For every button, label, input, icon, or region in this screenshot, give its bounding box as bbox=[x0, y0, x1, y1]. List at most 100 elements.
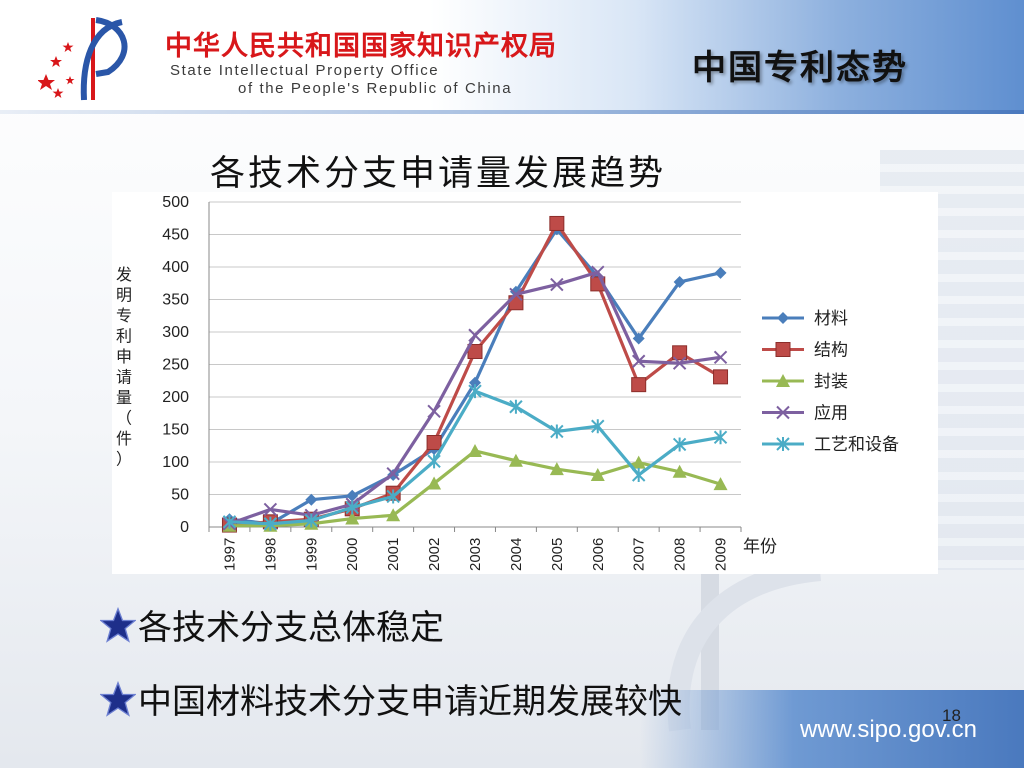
point-marker bbox=[713, 369, 729, 385]
point-marker bbox=[672, 437, 687, 452]
header-banner bbox=[0, 0, 1024, 110]
bullet-text-1: 各技术分支总体稳定 bbox=[138, 608, 444, 648]
point-marker bbox=[550, 424, 564, 439]
y-axis-title-char: 申 bbox=[116, 347, 132, 366]
y-tick-label: 250 bbox=[162, 357, 189, 374]
y-axis-title-char: ） bbox=[116, 450, 132, 469]
y-axis-title-char: 请 bbox=[116, 368, 132, 387]
y-axis-title-char: 利 bbox=[116, 327, 132, 346]
legend-label: 材料 bbox=[814, 309, 848, 329]
chart-panel bbox=[112, 192, 938, 574]
x-tick-label: 2000 bbox=[344, 538, 361, 571]
y-tick-label: 50 bbox=[171, 487, 189, 504]
point-marker bbox=[549, 215, 565, 231]
point-marker bbox=[427, 454, 441, 469]
point-marker bbox=[591, 419, 605, 434]
y-axis-title-char: （ bbox=[116, 409, 132, 428]
point-marker bbox=[713, 477, 728, 491]
y-axis-title-char: 量 bbox=[116, 388, 132, 407]
point-marker bbox=[777, 312, 789, 324]
point-marker bbox=[468, 443, 482, 457]
bullet-item-2: 中国材料技术分支申请近期发展较快 bbox=[100, 674, 682, 723]
x-tick-label: 2008 bbox=[672, 538, 689, 571]
series-line-结构 bbox=[229, 221, 722, 527]
point-marker bbox=[468, 384, 482, 399]
point-marker bbox=[345, 500, 359, 515]
x-axis-title: 年份 bbox=[743, 537, 777, 557]
point-marker bbox=[776, 374, 790, 387]
y-tick-label: 300 bbox=[162, 324, 189, 341]
point-marker bbox=[776, 405, 790, 420]
star-icon bbox=[100, 606, 136, 643]
sipo-logo bbox=[38, 17, 128, 101]
point-marker bbox=[345, 511, 360, 525]
logo-stars bbox=[38, 42, 75, 98]
point-marker bbox=[672, 345, 688, 361]
page-number: 18 bbox=[942, 706, 961, 725]
x-tick-label: 2004 bbox=[508, 538, 525, 571]
point-marker bbox=[713, 430, 728, 445]
point-marker bbox=[426, 435, 442, 450]
point-marker bbox=[509, 285, 522, 298]
point-marker bbox=[386, 466, 400, 481]
point-marker bbox=[591, 265, 605, 279]
point-marker bbox=[631, 377, 647, 393]
point-marker bbox=[775, 342, 791, 357]
point-marker bbox=[304, 513, 319, 528]
y-tick-label: 400 bbox=[162, 259, 189, 276]
org-name-cn: 中华人民共和国国家知识产权局 bbox=[165, 31, 557, 62]
y-tick-label: 0 bbox=[180, 519, 189, 536]
point-marker bbox=[714, 266, 727, 279]
point-marker bbox=[632, 332, 645, 345]
point-marker bbox=[222, 514, 237, 529]
header-divider bbox=[0, 110, 1024, 114]
point-marker bbox=[427, 404, 441, 419]
org-name-en-line2: of the People's Republic of China bbox=[238, 80, 513, 97]
point-marker bbox=[386, 508, 401, 522]
point-marker bbox=[672, 464, 687, 478]
x-tick-label: 2009 bbox=[713, 538, 730, 571]
point-marker bbox=[631, 354, 646, 368]
x-tick-label: 1997 bbox=[221, 538, 238, 571]
point-marker bbox=[508, 453, 523, 467]
legend-label: 工艺和设备 bbox=[814, 435, 899, 455]
y-tick-label: 100 bbox=[162, 454, 189, 471]
point-marker bbox=[776, 437, 790, 451]
x-tick-label: 2001 bbox=[385, 538, 402, 571]
point-marker bbox=[263, 502, 278, 517]
legend-label: 应用 bbox=[814, 404, 848, 424]
org-name-en-line1: State Intellectual Property Office bbox=[170, 62, 440, 79]
point-marker bbox=[386, 489, 400, 504]
x-tick-label: 2007 bbox=[631, 538, 648, 571]
x-tick-label: 1999 bbox=[303, 538, 320, 571]
y-axis-title-char: 件 bbox=[116, 429, 132, 448]
point-marker bbox=[469, 376, 481, 389]
y-axis-title-char: 发 bbox=[116, 265, 132, 284]
x-tick-label: 2006 bbox=[590, 538, 607, 571]
point-marker bbox=[509, 399, 523, 414]
point-marker bbox=[468, 328, 482, 342]
point-marker bbox=[631, 455, 646, 469]
y-tick-label: 350 bbox=[162, 292, 189, 309]
line-chart: 0 50 100 150 200 250 300 350 400 450 500 1997 1998 19… bbox=[116, 194, 899, 571]
point-marker bbox=[427, 476, 442, 490]
point-marker bbox=[631, 468, 646, 482]
legend-label: 封装 bbox=[814, 372, 848, 392]
footer-band bbox=[640, 690, 1024, 768]
x-tick-label: 2002 bbox=[426, 538, 443, 571]
point-marker bbox=[346, 489, 359, 502]
legend-label: 结构 bbox=[814, 341, 848, 361]
bullet-text-2: 中国材料技术分支申请近期发展较快 bbox=[138, 682, 682, 722]
point-marker bbox=[509, 287, 523, 302]
point-marker bbox=[263, 516, 278, 531]
star-icon bbox=[100, 680, 136, 717]
y-tick-label: 500 bbox=[162, 194, 189, 211]
slide-heading: 中国专利态势 bbox=[692, 48, 908, 88]
point-marker bbox=[672, 356, 687, 370]
x-tick-label: 1998 bbox=[262, 538, 279, 571]
bullet-item-1: 各技术分支总体稳定 bbox=[100, 600, 444, 649]
point-marker bbox=[305, 493, 318, 506]
y-axis-title-char: 专 bbox=[116, 306, 132, 325]
website-url[interactable]: www.sipo.gov.cn bbox=[800, 716, 977, 743]
point-marker bbox=[550, 277, 564, 292]
